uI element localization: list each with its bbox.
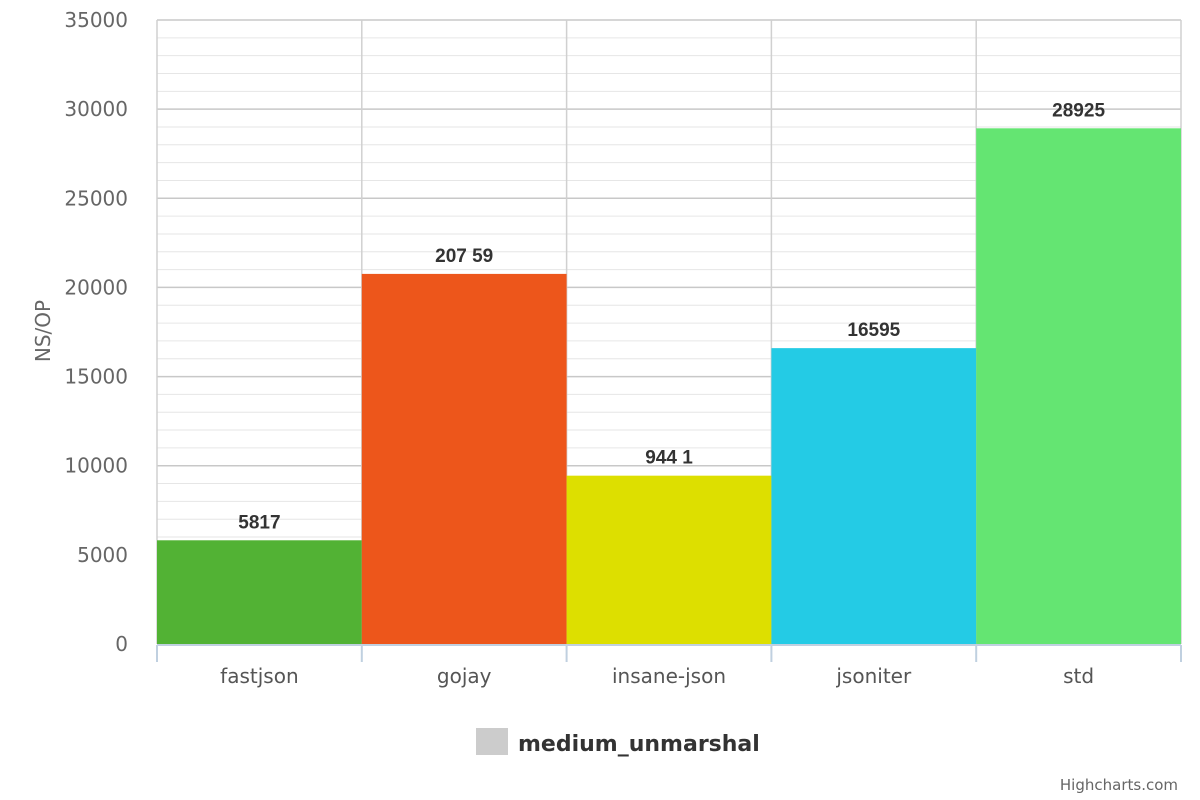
data-label: 16595	[847, 320, 900, 341]
bar-gojay[interactable]	[361, 273, 567, 644]
y-tick-label: 0	[115, 632, 128, 656]
bar-fastjson[interactable]	[157, 540, 362, 644]
credits-link[interactable]: Highcharts.com	[1060, 776, 1178, 794]
axes: 0 5000 10000 15000 20000 25000 30000 35000 fastj…	[64, 8, 1182, 688]
bar-std[interactable]	[976, 128, 1181, 644]
data-label: 5817	[238, 512, 280, 533]
x-tick-label: jsoniter	[835, 664, 912, 688]
y-tick-label: 5000	[77, 543, 128, 567]
data-label: 207 59	[435, 246, 493, 267]
data-labels: 5817 207 59 944 1 16595 28925	[238, 100, 1105, 533]
y-tick-label: 35000	[64, 8, 128, 32]
y-tick-label: 25000	[64, 186, 128, 210]
y-tick-label: 20000	[64, 275, 128, 299]
x-tick-label: insane-json	[612, 664, 726, 688]
legend[interactable]: medium_unmarshal	[476, 728, 760, 757]
legend-swatch[interactable]	[476, 728, 508, 755]
y-tick-label: 10000	[64, 454, 128, 478]
bar-insane-json[interactable]	[566, 475, 772, 644]
y-axis-title: NS/OP	[31, 300, 55, 362]
x-tick-label: std	[1063, 664, 1094, 688]
data-label: 28925	[1052, 100, 1105, 121]
y-tick-label: 15000	[64, 365, 128, 389]
y-tick-label: 30000	[64, 97, 128, 121]
x-tick-label: fastjson	[220, 664, 298, 688]
x-tick-label: gojay	[437, 664, 492, 688]
legend-item-medium-unmarshal[interactable]: medium_unmarshal	[518, 732, 760, 757]
bars	[157, 128, 1181, 644]
bar-jsoniter[interactable]	[771, 348, 977, 644]
data-label: 944 1	[645, 448, 693, 469]
